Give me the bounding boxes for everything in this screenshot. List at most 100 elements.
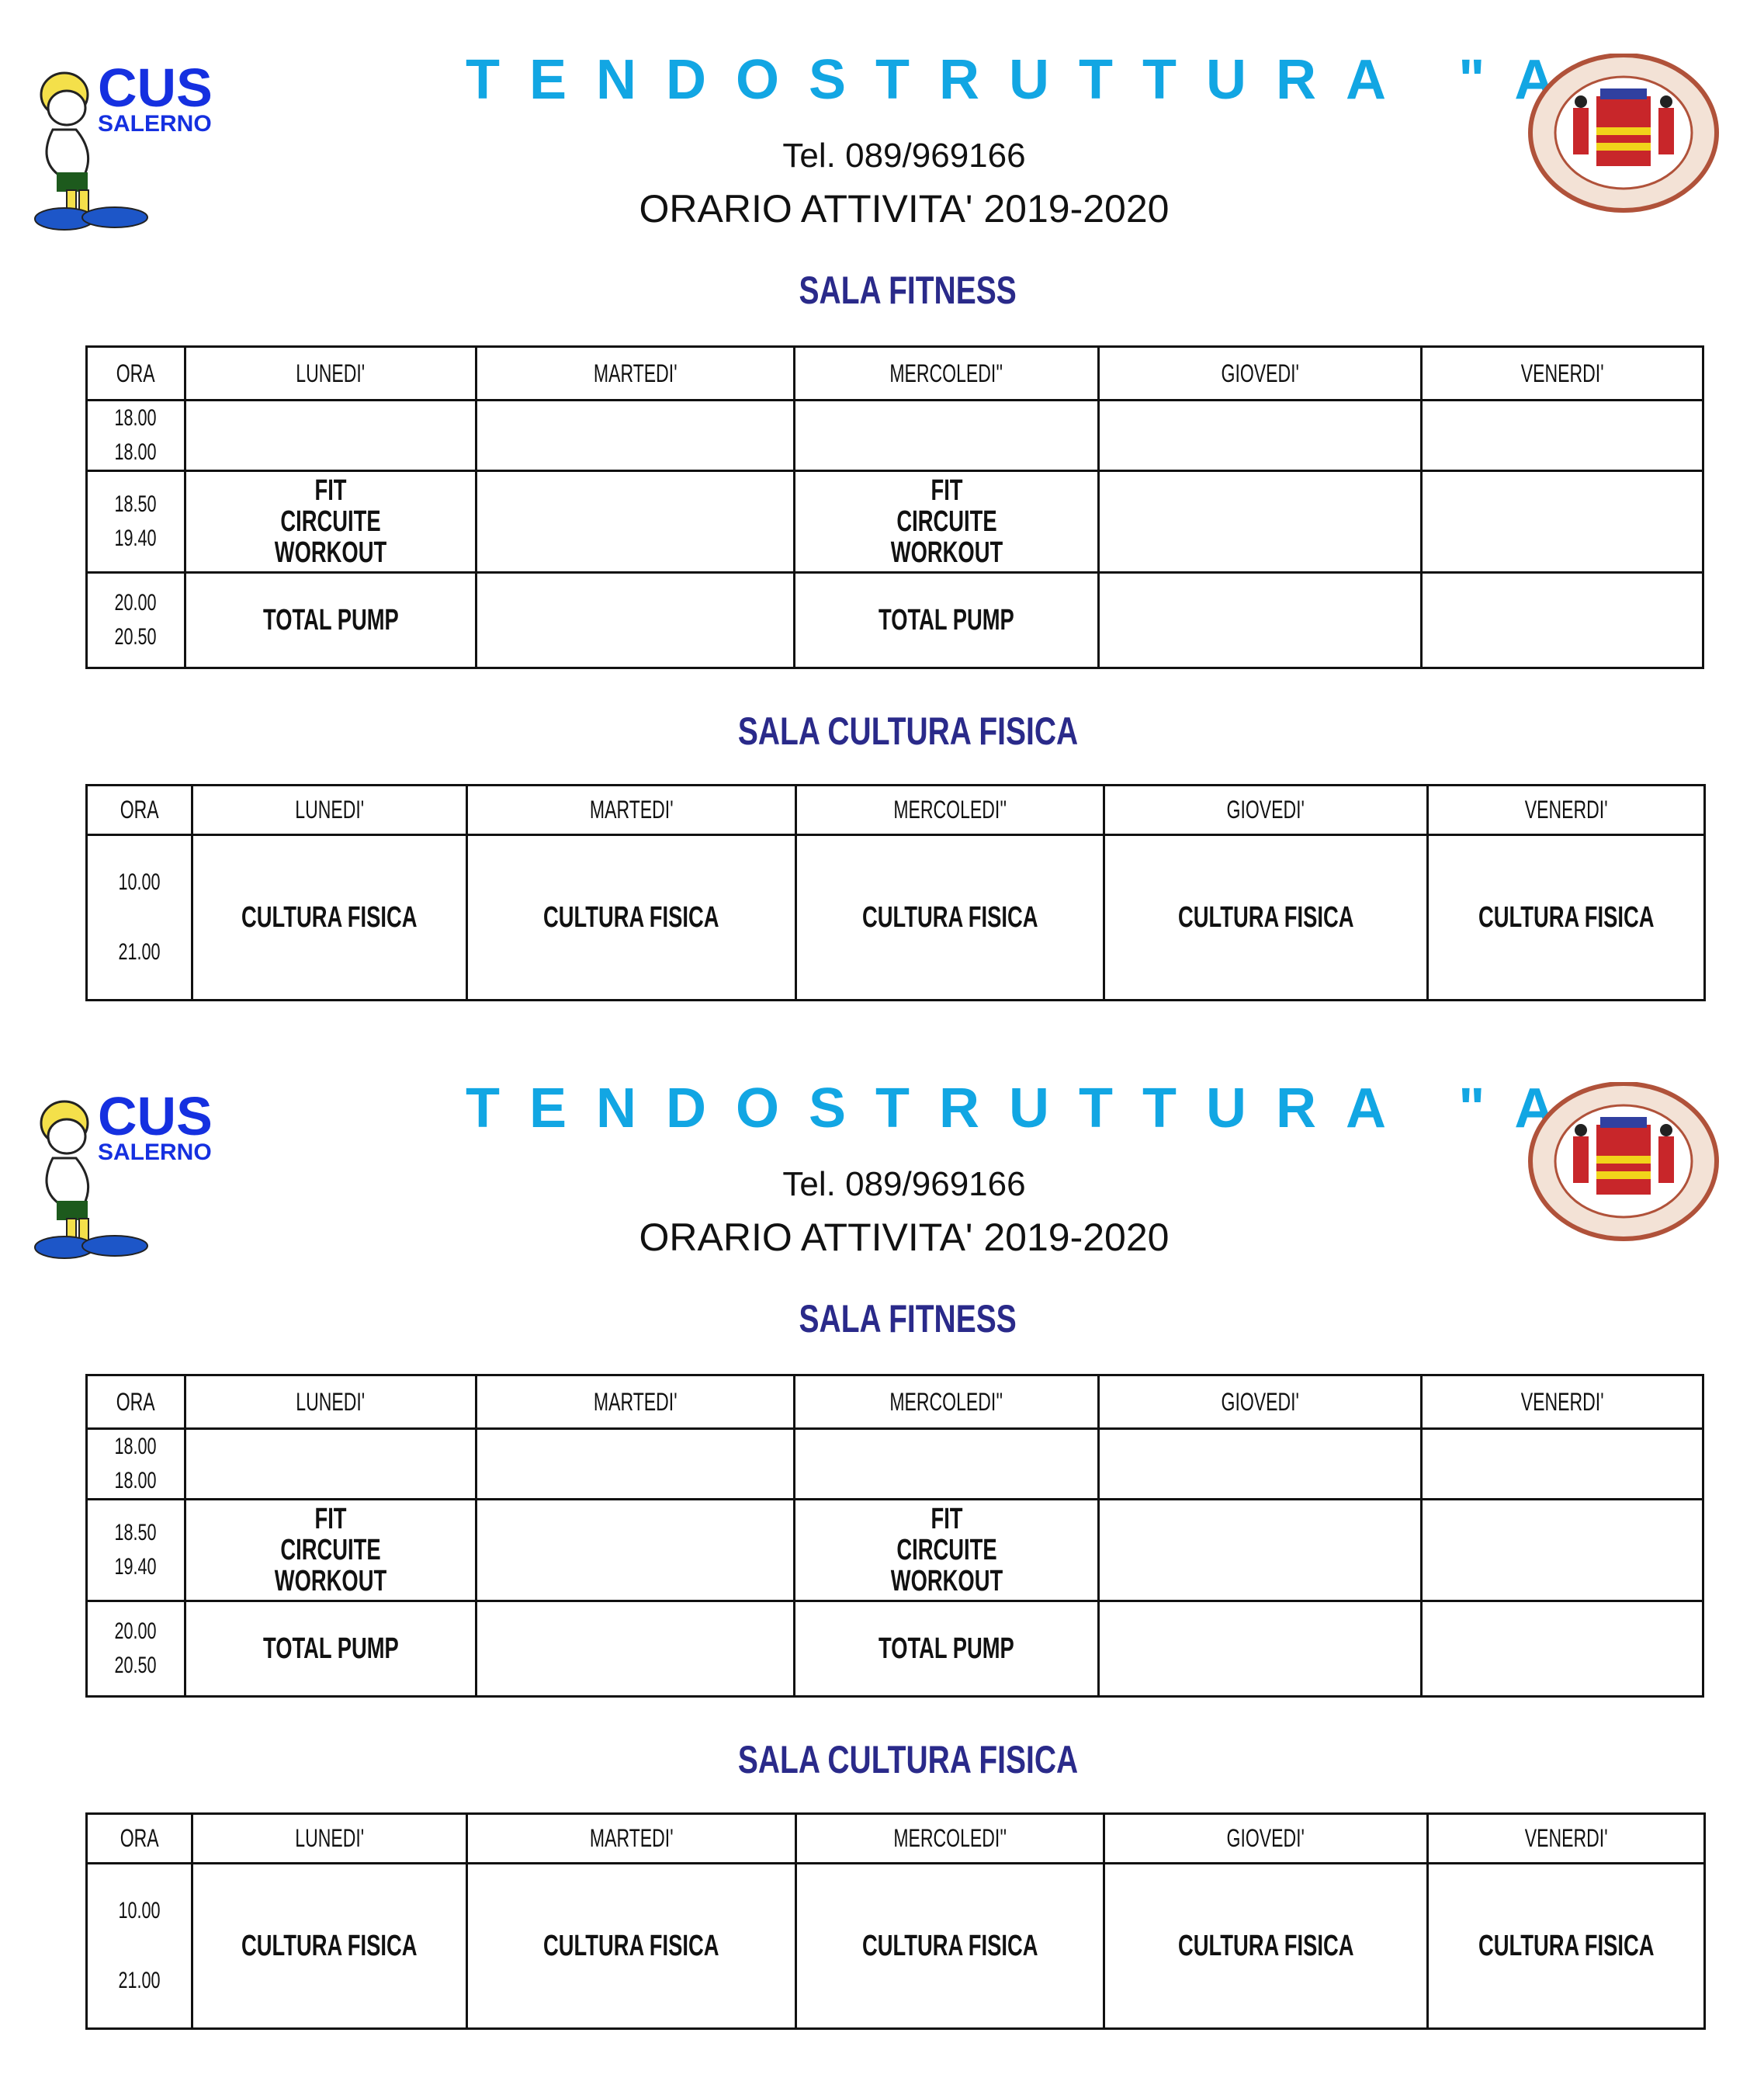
activity-cell: FIT CIRCUITE WORKOUT	[184, 470, 477, 574]
cultura-fisica-schedule-table: ORA LUNEDI' MARTEDI' MERCOLEDI'' GIOVEDI…	[85, 1812, 1706, 2030]
activity-cell: TOTAL PUMP	[793, 571, 1100, 669]
time-cell: 18.50 19.40	[85, 470, 186, 574]
day-header-thursday: GIOVEDI'	[1097, 1374, 1423, 1430]
schedule-cell	[184, 1427, 477, 1500]
activity-cell: FIT CIRCUITE WORKOUT	[184, 1498, 477, 1602]
ora-header: ORA	[85, 784, 193, 836]
time-cell: 10.00 21.00	[85, 1862, 193, 2030]
logo-salerno-text: SALERNO	[98, 111, 212, 137]
activity-cell: CULTURA FISICA	[1103, 1862, 1429, 2030]
table-row: 10.00 21.00 CULTURA FISICA CULTURA FISICA…	[85, 1862, 1706, 2030]
schedule-cell	[793, 399, 1100, 472]
activity-cell: TOTAL PUMP	[184, 1600, 477, 1698]
day-header-monday: LUNEDI'	[184, 1374, 477, 1430]
activity-cell: FIT CIRCUITE WORKOUT	[793, 1498, 1100, 1602]
activity-cell: CULTURA FISICA	[191, 834, 468, 1001]
day-header-friday: VENERDI'	[1426, 784, 1706, 836]
activity-cell: CULTURA FISICA	[1426, 834, 1706, 1001]
schedule-cell	[1420, 1498, 1704, 1602]
day-header-tuesday: MARTEDI'	[466, 784, 797, 836]
schedule-cell	[1097, 470, 1423, 574]
activity-cell: CULTURA FISICA	[795, 1862, 1105, 2030]
day-header-thursday: GIOVEDI'	[1097, 345, 1423, 401]
page-title: TENDOSTRUTTURA "A"	[466, 49, 1641, 111]
day-header-tuesday: MARTEDI'	[466, 1812, 797, 1864]
cus-salerno-logo: CUS SALERNO	[34, 60, 213, 231]
schedule-cell	[1420, 571, 1704, 669]
table-row: 18.00 18.00	[85, 1427, 1704, 1500]
schedule-cell	[184, 399, 477, 472]
schedule-cell	[1420, 399, 1704, 472]
activity-cell: CULTURA FISICA	[795, 834, 1105, 1001]
activity-cell: CULTURA FISICA	[466, 834, 797, 1001]
schedule-cell	[1097, 571, 1423, 669]
day-header-wednesday: MERCOLEDI''	[795, 784, 1105, 836]
logo-salerno-text: SALERNO	[98, 1139, 212, 1165]
activity-cell: CULTURA FISICA	[1103, 834, 1429, 1001]
fitness-heading: SALA FITNESS	[799, 269, 1017, 312]
schedule-cell	[475, 1427, 795, 1500]
activity-cell: CULTURA FISICA	[466, 1862, 797, 2030]
schedule-cell	[1420, 470, 1704, 574]
day-header-friday: VENERDI'	[1420, 1374, 1704, 1430]
schedule-cell	[475, 571, 795, 669]
table-row: 18.50 19.40 FIT CIRCUITE WORKOUT FIT CIRC…	[85, 1498, 1704, 1602]
activity-cell: TOTAL PUMP	[184, 571, 477, 669]
table-header-row: ORA LUNEDI' MARTEDI' MERCOLEDI'' GIOVEDI…	[85, 345, 1704, 401]
cus-salerno-logo: CUS SALERNO	[34, 1088, 213, 1259]
schedule-cell	[475, 399, 795, 472]
schedule-cell	[1097, 1427, 1423, 1500]
schedule-title: ORARIO ATTIVITA' 2019-2020	[639, 187, 1170, 231]
schedule-cell	[1420, 1600, 1704, 1698]
cultura-fisica-heading: SALA CULTURA FISICA	[737, 709, 1079, 753]
day-header-wednesday: MERCOLEDI''	[795, 1812, 1105, 1864]
cultura-fisica-schedule-table: ORA LUNEDI' MARTEDI' MERCOLEDI'' GIOVEDI…	[85, 784, 1706, 1001]
time-cell: 10.00 21.00	[85, 834, 193, 1001]
time-cell: 18.00 18.00	[85, 1427, 186, 1500]
day-header-thursday: GIOVEDI'	[1103, 784, 1429, 836]
time-cell: 18.00 18.00	[85, 399, 186, 472]
schedule-sheet: CUS SALERNO TENDOSTRUTTURA "A" Tel. 089/…	[0, 0, 1764, 1028]
ora-header: ORA	[85, 1812, 193, 1864]
day-header-thursday: GIOVEDI'	[1103, 1812, 1429, 1864]
activity-cell: TOTAL PUMP	[793, 1600, 1100, 1698]
table-row: 20.00 20.50 TOTAL PUMP TOTAL PUMP	[85, 1600, 1704, 1698]
activity-cell: FIT CIRCUITE WORKOUT	[793, 470, 1100, 574]
day-header-friday: VENERDI'	[1426, 1812, 1706, 1864]
table-row: 18.50 19.40 FIT CIRCUITE WORKOUT FIT CIRC…	[85, 470, 1704, 574]
schedule-cell	[1097, 399, 1423, 472]
fitness-heading: SALA FITNESS	[799, 1297, 1017, 1341]
table-row: 18.00 18.00	[85, 399, 1704, 472]
day-header-friday: VENERDI'	[1420, 345, 1704, 401]
table-header-row: ORA LUNEDI' MARTEDI' MERCOLEDI'' GIOVEDI…	[85, 1812, 1706, 1864]
schedule-sheet: CUS SALERNO TENDOSTRUTTURA "A" Tel. 089/…	[0, 1028, 1764, 2057]
day-header-wednesday: MERCOLEDI''	[793, 345, 1100, 401]
schedule-cell	[475, 470, 795, 574]
table-header-row: ORA LUNEDI' MARTEDI' MERCOLEDI'' GIOVEDI…	[85, 1374, 1704, 1430]
day-header-tuesday: MARTEDI'	[475, 1374, 795, 1430]
day-header-monday: LUNEDI'	[191, 1812, 468, 1864]
day-header-monday: LUNEDI'	[184, 345, 477, 401]
university-seal-logo	[1528, 1082, 1719, 1241]
schedule-cell	[793, 1427, 1100, 1500]
ora-header: ORA	[85, 345, 186, 401]
day-header-tuesday: MARTEDI'	[475, 345, 795, 401]
table-row: 10.00 21.00 CULTURA FISICA CULTURA FISICA…	[85, 834, 1706, 1001]
phone-number: Tel. 089/969166	[782, 1165, 1026, 1203]
university-seal-logo	[1528, 54, 1719, 213]
schedule-cell	[475, 1498, 795, 1602]
schedule-cell	[475, 1600, 795, 1698]
logo-cus-text: CUS	[98, 60, 213, 118]
cultura-fisica-heading: SALA CULTURA FISICA	[737, 1738, 1079, 1781]
schedule-cell	[1420, 1427, 1704, 1500]
logo-cus-text: CUS	[98, 1088, 213, 1146]
page-title: TENDOSTRUTTURA "A"	[466, 1077, 1641, 1139]
table-header-row: ORA LUNEDI' MARTEDI' MERCOLEDI'' GIOVEDI…	[85, 784, 1706, 836]
schedule-cell	[1097, 1600, 1423, 1698]
day-header-wednesday: MERCOLEDI''	[793, 1374, 1100, 1430]
time-cell: 20.00 20.50	[85, 1600, 186, 1698]
ora-header: ORA	[85, 1374, 186, 1430]
activity-cell: CULTURA FISICA	[191, 1862, 468, 2030]
time-cell: 18.50 19.40	[85, 1498, 186, 1602]
time-cell: 20.00 20.50	[85, 571, 186, 669]
